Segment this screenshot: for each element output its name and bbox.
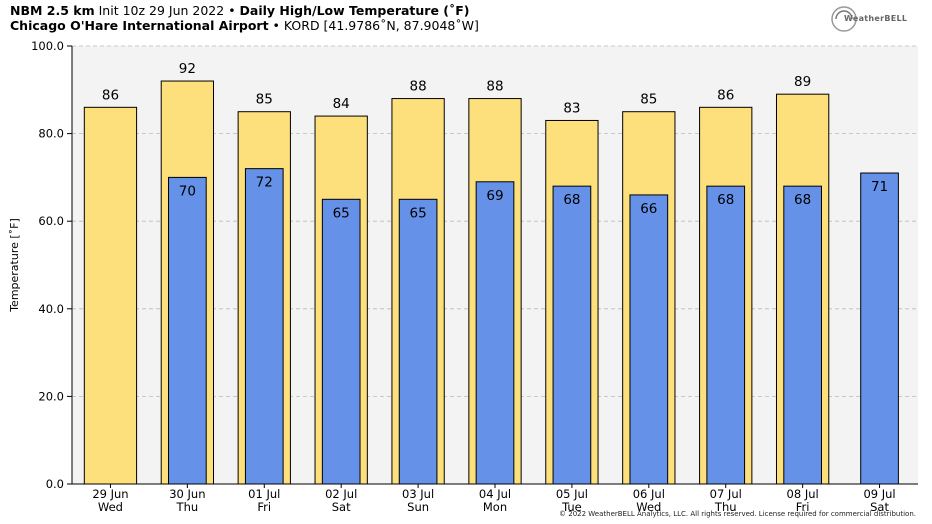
y-axis-ticks: 0.0 20.0 40.0 60.0 80.0 100.0 xyxy=(31,39,72,491)
x-tick-day: Mon xyxy=(483,500,507,514)
low-temp-bar xyxy=(783,185,822,485)
low-temp-label: 65 xyxy=(409,205,426,221)
x-tick-day: Thu xyxy=(714,500,737,514)
x-tick-date: 02 Jul xyxy=(325,487,357,501)
bullet-separator-2: • xyxy=(272,18,280,33)
high-temp-label: 83 xyxy=(563,100,580,116)
x-tick-day: Tue xyxy=(561,500,582,514)
x-tick-day: Thu xyxy=(176,500,199,514)
high-temp-label: 92 xyxy=(179,61,196,77)
init-time: Init 10z 29 Jun 2022 xyxy=(98,3,225,18)
x-tick-date: 01 Jul xyxy=(248,487,280,501)
y-tick-label: 100.0 xyxy=(31,39,64,53)
low-temp-label: 66 xyxy=(640,201,657,217)
low-temp-bar xyxy=(552,185,592,485)
low-temp-bar xyxy=(629,194,669,485)
low-temp-bar xyxy=(706,185,746,485)
y-tick-label: 20.0 xyxy=(38,389,64,403)
y-tick-label: 0.0 xyxy=(46,477,64,491)
low-temp-label: 69 xyxy=(486,188,503,204)
x-tick-date: 05 Jul xyxy=(556,487,588,501)
header-line-2: Chicago O'Hare International Airport • K… xyxy=(10,18,479,33)
x-tick-day: Wed xyxy=(98,500,123,514)
low-temp-label: 65 xyxy=(333,205,350,221)
low-temp-label: 68 xyxy=(563,192,580,208)
low-temp-label: 68 xyxy=(794,192,811,208)
x-tick-date: 09 Jul xyxy=(863,487,895,501)
x-tick-day: Wed xyxy=(636,500,661,514)
logo-swirl-icon xyxy=(831,6,857,32)
x-tick-day: Sat xyxy=(332,500,351,514)
low-temp-bar xyxy=(244,168,284,485)
high-temp-bar xyxy=(83,106,138,485)
y-tick-label: 60.0 xyxy=(38,214,64,228)
x-tick-day: Fri xyxy=(796,500,810,514)
high-temp-label: 85 xyxy=(256,92,273,108)
high-temp-label: 86 xyxy=(102,87,119,103)
chart-header: NBM 2.5 km Init 10z 29 Jun 2022 • Daily … xyxy=(10,3,479,33)
station-info: KORD [41.9786˚N, 87.9048˚W] xyxy=(283,18,479,33)
x-tick-date: 30 Jun xyxy=(169,487,205,501)
x-tick-day: Fri xyxy=(257,500,271,514)
header-line-1: NBM 2.5 km Init 10z 29 Jun 2022 • Daily … xyxy=(10,3,479,18)
x-tick-day: Sun xyxy=(407,500,429,514)
logo-text: WeatherBELL xyxy=(844,14,908,23)
high-temp-label: 86 xyxy=(717,87,734,103)
bar-labels: 86 92 70 85 72 84 65 88 65 88 69 83 68 85 66 86 68 89 68 71 xyxy=(102,61,888,221)
x-tick-date: 03 Jul xyxy=(402,487,434,501)
location-name: Chicago O'Hare International Airport xyxy=(10,18,269,33)
x-tick-day: Sat xyxy=(870,500,889,514)
low-temp-bar xyxy=(475,181,515,485)
copyright-notice: © 2022 WeatherBELL Analytics, LLC. All r… xyxy=(559,510,916,518)
x-tick-date: 04 Jul xyxy=(479,487,511,501)
high-temp-label: 89 xyxy=(794,74,811,90)
low-temp-bar xyxy=(398,198,438,485)
low-temp-bar xyxy=(321,198,361,485)
y-tick-label: 40.0 xyxy=(38,302,64,316)
y-tick-label: 80.0 xyxy=(38,127,64,141)
model-name: NBM 2.5 km xyxy=(10,3,95,18)
low-temp-label: 72 xyxy=(256,175,273,191)
y-axis-label: Temperature [˚F] xyxy=(8,218,21,313)
product-name: Daily High/Low Temperature (˚F) xyxy=(239,3,470,18)
high-temp-label: 88 xyxy=(486,79,503,95)
weatherbell-logo: WeatherBELL xyxy=(830,4,918,34)
low-temp-label: 70 xyxy=(179,183,196,199)
high-temp-label: 84 xyxy=(333,96,350,112)
bullet-separator: • xyxy=(228,3,236,18)
high-temp-label: 85 xyxy=(640,92,657,108)
x-tick-date: 08 Jul xyxy=(787,487,819,501)
x-tick-date: 07 Jul xyxy=(710,487,742,501)
low-temp-label: 71 xyxy=(871,179,888,195)
x-tick-date: 29 Jun xyxy=(92,487,128,501)
low-temp-bar xyxy=(168,176,207,485)
high-temp-label: 88 xyxy=(409,79,426,95)
low-temp-label: 68 xyxy=(717,192,734,208)
low-temp-bar xyxy=(860,172,899,485)
bars xyxy=(83,80,899,485)
x-tick-date: 06 Jul xyxy=(633,487,665,501)
